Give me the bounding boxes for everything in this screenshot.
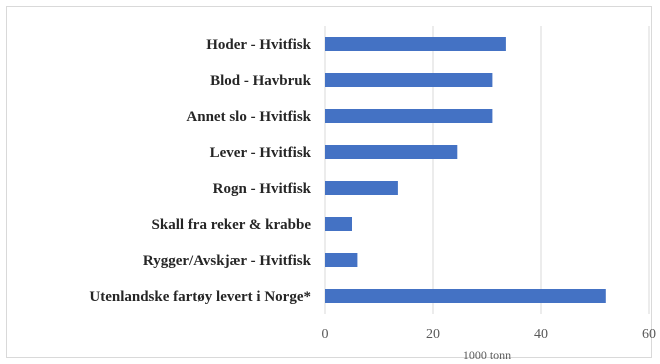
x-tick-label: 0: [322, 327, 329, 342]
bar: [325, 289, 606, 303]
bar: [325, 181, 398, 195]
bar: [325, 73, 493, 87]
category-labels: Hoder - Hvitfisk Blod - Havbruk Annet slo …: [89, 37, 311, 305]
bar: [325, 217, 352, 231]
bar: [325, 109, 493, 123]
x-axis-title: 1000 tonn: [463, 348, 511, 362]
x-tick-label: 60: [642, 327, 656, 342]
category-label: Lever - Hvitfisk: [210, 145, 312, 161]
category-label: Hoder - Hvitfisk: [206, 37, 311, 53]
category-label: Annet slo - Hvitfisk: [186, 109, 311, 125]
category-label: Rogn - Hvitfisk: [213, 181, 312, 197]
category-label: Rygger/Avskjær - Hvitfisk: [143, 253, 312, 269]
x-tick-label: 20: [426, 327, 440, 342]
bar: [325, 253, 358, 267]
bar: [325, 37, 506, 51]
tick-labels: 0 20 40 60: [322, 327, 657, 342]
category-label: Utenlandske fartøy levert i Norge*: [89, 289, 311, 305]
category-label: Blod - Havbruk: [210, 73, 312, 89]
bars: [325, 37, 606, 303]
category-label: Skall fra reker & krabbe: [152, 217, 312, 233]
bar: [325, 145, 458, 159]
x-tick-label: 40: [534, 327, 548, 342]
gridlines: [324, 26, 650, 314]
